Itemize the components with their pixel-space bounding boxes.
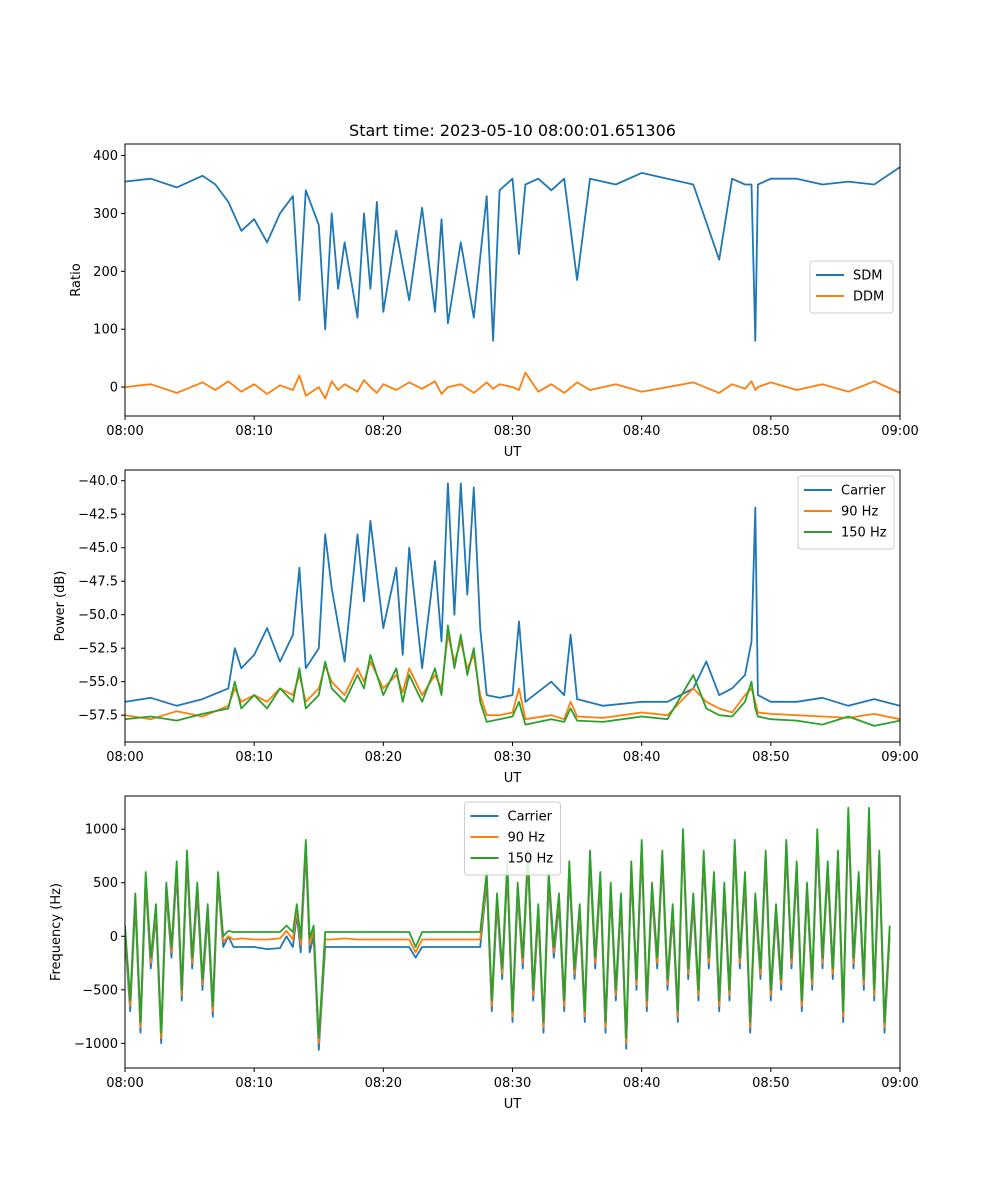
y-tick-label: −57.5: [78, 709, 118, 724]
legend: SDM DDM: [809, 260, 894, 314]
x-tick-label: 08:10: [235, 750, 272, 765]
x-tick-label: 08:00: [106, 750, 143, 765]
subplot-3: 08:00 08:10 08:20 08:30 08:40 08:50 09:00 UT 100…: [49, 795, 919, 1112]
x-tick-label: 08:30: [494, 750, 531, 765]
legend-label: SDM: [853, 269, 882, 284]
y-tick-label: −42.5: [78, 508, 118, 523]
series-group: [125, 806, 891, 1051]
legend: Carrier 90 Hz 150 Hz: [797, 475, 895, 550]
x-tick-label: 08:20: [365, 424, 402, 439]
legend-label: 90 Hz: [841, 505, 878, 520]
x-tick-label: 08:30: [494, 1076, 531, 1091]
y-tick-label: −45.0: [78, 541, 118, 556]
series-line-150-hz: [125, 806, 891, 1039]
y-tick-label: 300: [93, 207, 118, 222]
legend-label: 150 Hz: [508, 852, 554, 867]
x-tick-label: 08:40: [623, 750, 660, 765]
legend-label: 150 Hz: [841, 526, 887, 541]
series-line-ddm: [125, 371, 900, 400]
y-tick-label: −500: [82, 983, 118, 998]
series-group: [125, 166, 900, 400]
legend-box: [797, 475, 895, 550]
y-tick-label: −52.5: [78, 642, 118, 657]
x-tick-label: 08:00: [106, 1076, 143, 1091]
x-tick-label: 08:00: [106, 424, 143, 439]
figure-title: Start time: 2023-05-10 08:00:01.651306: [349, 121, 676, 140]
y-tick-label: −1000: [74, 1037, 118, 1052]
y-tick-label: 0: [110, 381, 118, 396]
series-line-carrier: [125, 482, 900, 707]
x-tick-label: 08:40: [623, 1076, 660, 1091]
y-axis-label: Frequency (Hz): [49, 883, 64, 981]
legend-label: 90 Hz: [508, 831, 545, 846]
x-tick-label: 09:00: [881, 750, 918, 765]
subplot-2: 08:00 08:10 08:20 08:30 08:40 08:50 09:00 UT −40…: [53, 469, 919, 786]
legend-label: Carrier: [508, 810, 553, 825]
x-tick-label: 08:20: [365, 1076, 402, 1091]
series-line-sdm: [125, 166, 900, 342]
y-tick-label: 0: [110, 930, 118, 945]
series-line-90-hz: [125, 633, 900, 721]
y-tick-label: 500: [93, 876, 118, 891]
subplots: 08:00 08:10 08:20 08:30 08:40 08:50 09:00 UT 0 10…: [49, 143, 919, 1112]
legend-box: [464, 801, 561, 876]
y-tick-label: 200: [93, 265, 118, 280]
y-tick-label: −55.0: [78, 675, 118, 690]
y-tick-label: 100: [93, 323, 118, 338]
x-tick-label: 08:20: [365, 750, 402, 765]
y-tick-label: 1000: [85, 823, 118, 838]
legend: Carrier 90 Hz 150 Hz: [464, 801, 561, 876]
x-tick-label: 08:30: [494, 424, 531, 439]
y-axis-label: Ratio: [69, 263, 84, 296]
series-group: [125, 482, 900, 727]
x-axis-label: UT: [504, 445, 522, 460]
x-axis-label: UT: [504, 1097, 522, 1112]
x-tick-label: 08:10: [235, 1076, 272, 1091]
x-tick-label: 08:40: [623, 424, 660, 439]
x-tick-label: 09:00: [881, 1076, 918, 1091]
legend-label: Carrier: [841, 484, 886, 499]
y-tick-label: −50.0: [78, 608, 118, 623]
x-axis-label: UT: [504, 771, 522, 786]
x-tick-label: 08:50: [752, 424, 789, 439]
y-tick-label: 400: [93, 149, 118, 164]
subplot-1: 08:00 08:10 08:20 08:30 08:40 08:50 09:00 UT 0 10…: [69, 143, 919, 460]
y-tick-label: −47.5: [78, 575, 118, 590]
x-tick-label: 08:50: [752, 1076, 789, 1091]
legend-label: DDM: [853, 290, 884, 305]
y-tick-label: −40.0: [78, 474, 118, 489]
y-axis-label: Power (dB): [53, 571, 68, 642]
x-tick-label: 08:10: [235, 424, 272, 439]
x-tick-label: 09:00: [881, 424, 918, 439]
series-line-150-hz: [125, 624, 900, 727]
x-tick-label: 08:50: [752, 750, 789, 765]
